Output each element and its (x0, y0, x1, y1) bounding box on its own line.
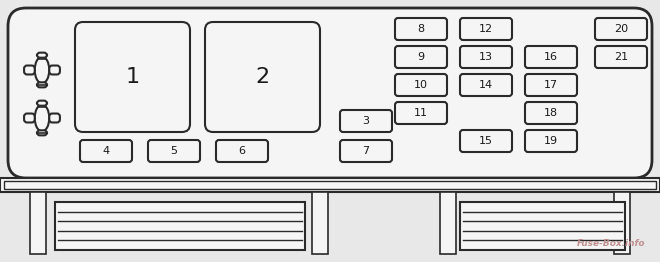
FancyBboxPatch shape (340, 140, 392, 162)
FancyBboxPatch shape (24, 66, 35, 74)
FancyBboxPatch shape (37, 130, 47, 135)
Text: 3: 3 (362, 116, 370, 126)
Bar (460, 202, 625, 250)
FancyBboxPatch shape (205, 22, 320, 132)
Text: 4: 4 (102, 146, 110, 156)
Text: 12: 12 (479, 24, 493, 34)
FancyBboxPatch shape (50, 113, 60, 122)
FancyBboxPatch shape (37, 101, 47, 106)
Text: 5: 5 (170, 146, 178, 156)
Text: 16: 16 (544, 52, 558, 62)
FancyBboxPatch shape (50, 66, 60, 74)
FancyBboxPatch shape (37, 53, 47, 58)
FancyBboxPatch shape (595, 18, 647, 40)
Ellipse shape (35, 105, 50, 131)
Bar (4, 181, 656, 189)
FancyBboxPatch shape (340, 110, 392, 132)
Text: 1: 1 (125, 67, 139, 87)
Text: 14: 14 (479, 80, 493, 90)
Bar (55, 202, 305, 250)
Bar (440, 192, 456, 254)
Text: 11: 11 (414, 108, 428, 118)
FancyBboxPatch shape (395, 46, 447, 68)
Text: 15: 15 (479, 136, 493, 146)
Text: 8: 8 (417, 24, 424, 34)
Text: 17: 17 (544, 80, 558, 90)
FancyBboxPatch shape (525, 130, 577, 152)
FancyBboxPatch shape (75, 22, 190, 132)
FancyBboxPatch shape (37, 82, 47, 87)
Text: 2: 2 (255, 67, 269, 87)
Bar (30, 192, 46, 254)
Bar (312, 192, 328, 254)
FancyBboxPatch shape (8, 8, 652, 178)
FancyBboxPatch shape (216, 140, 268, 162)
FancyBboxPatch shape (525, 102, 577, 124)
Bar (614, 192, 630, 254)
Text: 18: 18 (544, 108, 558, 118)
FancyBboxPatch shape (460, 18, 512, 40)
FancyBboxPatch shape (460, 46, 512, 68)
FancyBboxPatch shape (595, 46, 647, 68)
Text: 6: 6 (238, 146, 246, 156)
FancyBboxPatch shape (395, 18, 447, 40)
Bar (0, 178, 660, 192)
FancyBboxPatch shape (148, 140, 200, 162)
FancyBboxPatch shape (460, 130, 512, 152)
Text: 7: 7 (362, 146, 370, 156)
FancyBboxPatch shape (80, 140, 132, 162)
FancyBboxPatch shape (525, 74, 577, 96)
Text: 21: 21 (614, 52, 628, 62)
Ellipse shape (35, 57, 50, 83)
Text: Fuse-Box.info: Fuse-Box.info (576, 239, 645, 248)
FancyBboxPatch shape (24, 113, 35, 122)
FancyBboxPatch shape (525, 46, 577, 68)
FancyBboxPatch shape (460, 74, 512, 96)
FancyBboxPatch shape (395, 74, 447, 96)
FancyBboxPatch shape (395, 102, 447, 124)
Text: 9: 9 (417, 52, 424, 62)
Text: 20: 20 (614, 24, 628, 34)
Text: 10: 10 (414, 80, 428, 90)
Text: 13: 13 (479, 52, 493, 62)
Text: 19: 19 (544, 136, 558, 146)
